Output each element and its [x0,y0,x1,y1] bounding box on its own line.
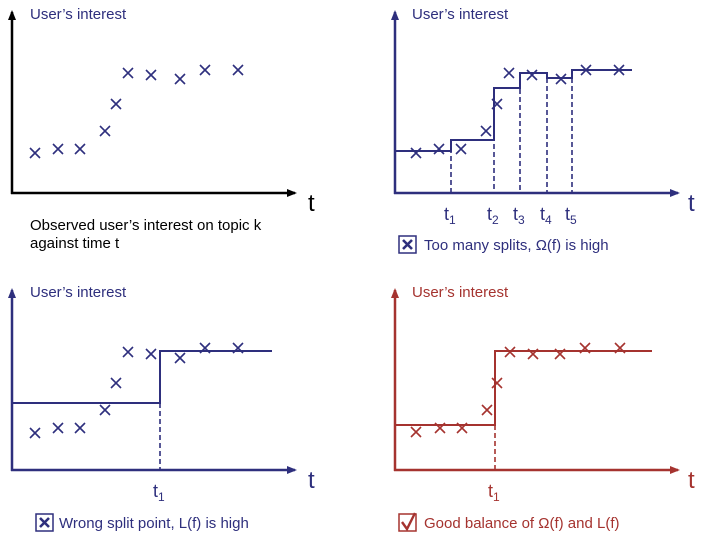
split-tick-label: t2 [487,204,499,227]
x-axis-label: t [688,190,695,217]
x-axis-label: t [308,467,315,494]
panel-too-many-splits: User’s interest t Too many splits, Ω(f) … [391,6,695,254]
data-point-cross [491,377,503,389]
data-point-cross [74,143,86,155]
data-point-cross [99,125,111,137]
caption: Wrong split point, L(f) is high [59,515,249,532]
y-axis-label: User’s interest [30,284,127,301]
data-point-cross [433,143,445,155]
data-point-cross [52,422,64,434]
panel-wrong-split: User’s interest t Wrong split point, L(f… [7,284,315,532]
data-point-cross [29,427,41,439]
x-axis-label: t [688,467,695,494]
data-point-cross [174,352,186,364]
y-axis-label: User’s interest [412,284,509,301]
split-tick-label: t1 [488,481,500,504]
step-function [395,69,632,152]
split-tick-label: t3 [513,204,525,227]
caption-line-1: Observed user’s interest on topic k [30,217,262,234]
data-point-cross [110,98,122,110]
caption-line-2: against time t [30,235,120,252]
y-axis-label: User’s interest [30,6,127,23]
x-axis-label: t [308,190,315,217]
panel-good-balance: User’s interest t Good balance of Ω(f) a… [391,284,695,532]
data-point-cross [122,346,134,358]
data-point-cross [145,69,157,81]
caption: Too many splits, Ω(f) is high [424,237,609,254]
data-point-cross [122,67,134,79]
split-tick-label: t5 [565,204,577,227]
data-point-cross [503,67,515,79]
x-mark-icon [402,239,413,250]
step-function [12,350,272,404]
data-point-cross [480,125,492,137]
panel-observed: User’s interest t Observed user’s intere… [7,6,315,252]
data-point-cross [110,377,122,389]
data-point-cross [145,348,157,360]
data-point-cross [481,404,493,416]
data-point-cross [29,147,41,159]
data-point-cross [52,143,64,155]
x-mark-icon [39,517,50,528]
data-point-cross [455,143,467,155]
check-mark-icon [401,512,417,532]
split-tick-label: t1 [153,481,165,504]
split-tick-label: t1 [444,204,456,227]
data-point-cross [174,73,186,85]
data-point-cross [410,147,422,159]
step-function [395,350,652,426]
data-point-cross [199,64,211,76]
data-point-cross [526,69,538,81]
y-axis-label: User’s interest [412,6,509,23]
split-tick-label: t4 [540,204,552,227]
data-point-cross [99,404,111,416]
caption: Good balance of Ω(f) and L(f) [424,515,619,532]
data-point-cross [232,64,244,76]
data-point-cross [74,422,86,434]
data-point-cross [410,426,422,438]
